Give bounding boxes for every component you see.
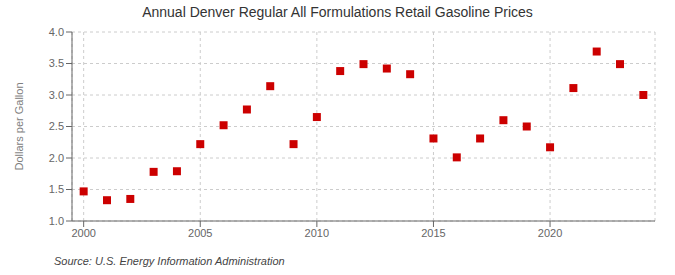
svg-text:2020: 2020 [538,227,562,239]
svg-text:4.0: 4.0 [49,26,64,38]
svg-text:Dollars per Gallon: Dollars per Gallon [13,82,25,170]
svg-text:2.5: 2.5 [49,120,64,132]
svg-text:3.0: 3.0 [49,89,64,101]
svg-text:2015: 2015 [421,227,445,239]
html-text:Annual Denver Regular All Form: Annual Denver Regular All Formulations R… [142,4,533,20]
svg-text:2000: 2000 [71,227,95,239]
svg-text:3.5: 3.5 [49,57,64,69]
svg-text:2005: 2005 [188,227,212,239]
svg-text:2.0: 2.0 [49,152,64,164]
svg-text:2010: 2010 [305,227,329,239]
html-text:Source: U.S. Energy Informatio: Source: U.S. Energy Information Administ… [54,255,285,267]
svg-text:1.5: 1.5 [49,183,64,195]
svg-text:1.0: 1.0 [49,215,64,227]
